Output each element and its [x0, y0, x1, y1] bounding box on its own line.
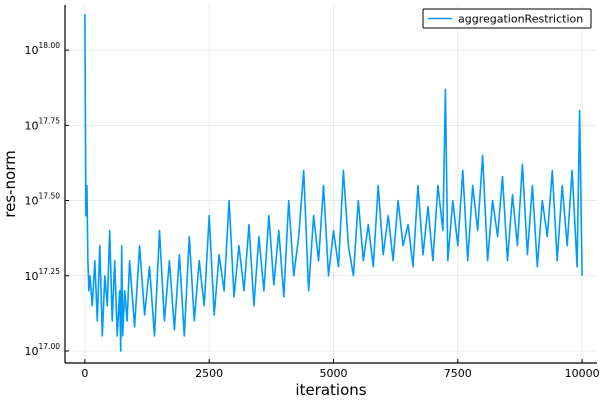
- y-axis-label: res-norm: [1, 150, 19, 218]
- x-tick-label: 2500: [195, 367, 223, 380]
- series-line-aggregationRestriction: [84, 13, 583, 352]
- x-tick-label: 0: [81, 367, 88, 380]
- y-tick-label: 1017.50: [25, 192, 61, 208]
- plot-area: [84, 13, 583, 352]
- x-tick-label: 10000: [565, 367, 600, 380]
- legend: aggregationRestriction: [422, 8, 592, 29]
- grid-lines: [65, 5, 597, 363]
- tick-labels: 0 2500 5000 7500 10000 1017.00 1017.25 1017.50 1…: [25, 41, 600, 380]
- legend-box: [422, 8, 592, 29]
- y-tick-label: 1017.00: [25, 342, 61, 358]
- x-axis-label: iterations: [295, 381, 366, 399]
- axes: [64, 5, 597, 364]
- y-tick-label: 1017.25: [25, 267, 61, 283]
- x-tick-label: 5000: [319, 367, 347, 380]
- y-tick-label: 1017.75: [25, 116, 61, 132]
- y-tick-label: 1018.00: [25, 41, 61, 57]
- x-tick-label: 7500: [444, 367, 472, 380]
- legend-series-label: aggregationRestriction: [458, 13, 583, 26]
